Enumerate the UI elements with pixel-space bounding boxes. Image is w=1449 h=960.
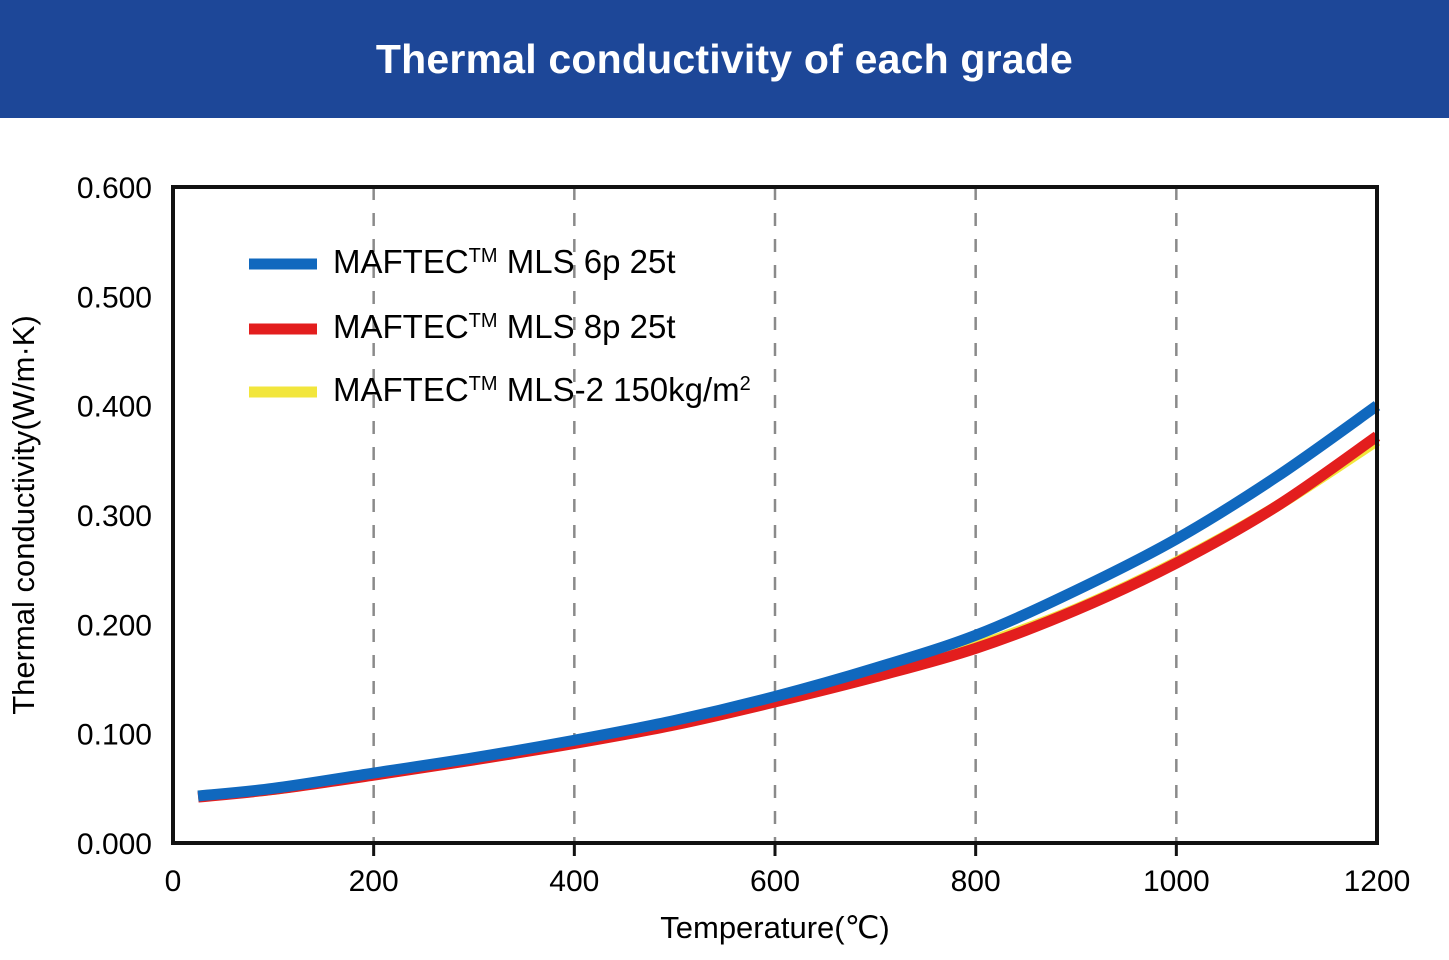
x-tick-label: 400	[549, 865, 599, 898]
x-tick-label: 1200	[1344, 865, 1411, 898]
legend-label: MAFTECTM MLS-2 150kg/m2	[333, 371, 751, 408]
x-tick-label: 800	[951, 865, 1001, 898]
y-tick-label: 0.300	[77, 500, 152, 533]
y-axis-ticks: 0.600 0.500 0.400 0.300 0.200 0.100 0.000	[77, 172, 152, 861]
x-tick-label: 0	[165, 865, 182, 898]
y-axis-title: Thermal conductivity(W/m·K)	[6, 315, 41, 715]
x-tick-label: 1000	[1143, 865, 1210, 898]
y-tick-label: 0.400	[77, 391, 152, 424]
x-tick-label: 200	[349, 865, 399, 898]
series-line	[197, 401, 1381, 802]
page-title: Thermal conductivity of each grade	[375, 35, 1074, 82]
x-axis-ticks: 0 200 400 600 800 1000 1200	[165, 843, 1411, 898]
y-tick-label: 0.200	[77, 609, 152, 642]
chart-legend: MAFTECTM MLS 6p 25t MAFTECTM MLS 8p 25t MA…	[249, 243, 751, 408]
x-axis-title: Temperature(℃)	[660, 910, 890, 945]
y-tick-label: 0.000	[77, 828, 152, 861]
legend-label: MAFTECTM MLS 8p 25t	[333, 308, 676, 345]
line-chart: 0 200 400 600 800 1000 1200 0.600 0.500 0.400 0.3…	[6, 172, 1411, 945]
gridlines	[372, 187, 1178, 843]
title-banner: Thermal conductivity of each grade	[0, 0, 1449, 118]
y-tick-label: 0.100	[77, 719, 152, 752]
legend-label: MAFTECTM MLS 6p 25t	[333, 243, 676, 280]
data-curves	[197, 401, 1381, 803]
y-tick-label: 0.600	[77, 172, 152, 205]
y-tick-label: 0.500	[77, 281, 152, 314]
chart-area: 0 200 400 600 800 1000 1200 0.600 0.500 0.400 0.3…	[0, 118, 1449, 960]
x-tick-label: 600	[750, 865, 800, 898]
